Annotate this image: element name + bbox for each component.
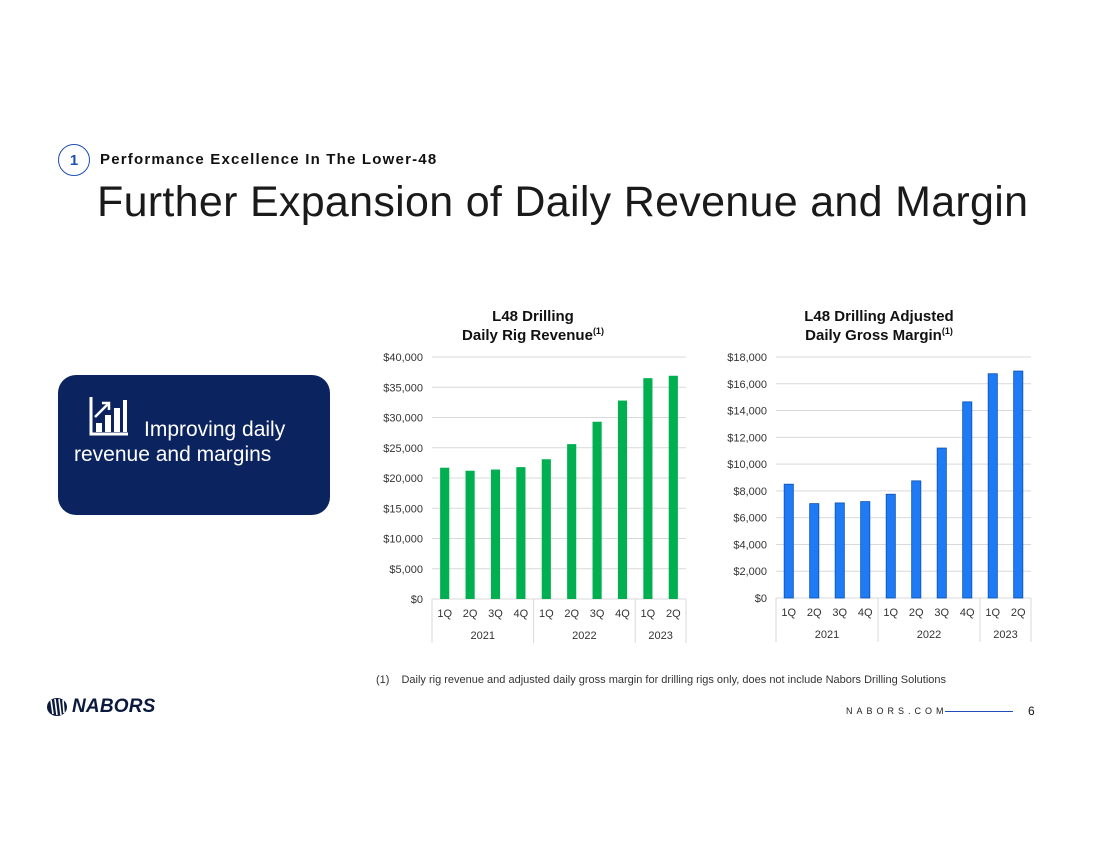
bar-chart-growth-icon bbox=[89, 397, 128, 436]
chart2-ytick-label: $4,000 bbox=[733, 539, 767, 551]
chart2-ytick-label: $14,000 bbox=[727, 406, 767, 418]
chart1-category-label: 2Q bbox=[666, 608, 681, 620]
chart2-title-text: Daily Gross Margin bbox=[805, 327, 942, 344]
chart2-bar bbox=[885, 493, 896, 599]
page-number: 6 bbox=[1028, 704, 1035, 718]
callout-line-2: revenue and margins bbox=[74, 443, 272, 466]
chart2-year-label: 2021 bbox=[815, 629, 839, 641]
chart2-bar bbox=[1013, 370, 1024, 599]
chart1-ytick-label: $20,000 bbox=[383, 473, 423, 485]
chart2-title-superscript: (1) bbox=[942, 326, 953, 336]
site-url[interactable]: NABORS.COM bbox=[846, 706, 948, 716]
chart1-year-label: 2021 bbox=[471, 630, 495, 642]
chart1-bar bbox=[516, 467, 526, 599]
section-number-badge: 1 bbox=[58, 144, 90, 176]
nabors-logo: NABORS bbox=[46, 696, 156, 718]
chart2-year-label: 2023 bbox=[993, 629, 1017, 641]
chart1-ytick-label: $35,000 bbox=[383, 382, 423, 394]
callout-box: Improving daily revenue and margins bbox=[58, 375, 330, 515]
page-title: Further Expansion of Daily Revenue and M… bbox=[97, 178, 1029, 226]
chart2-category-label: 3Q bbox=[934, 607, 949, 619]
chart1-category-label: 1Q bbox=[641, 608, 656, 620]
chart2-ytick-label: $0 bbox=[755, 593, 767, 605]
chart2-category-label: 4Q bbox=[960, 607, 975, 619]
chart1-category-label: 4Q bbox=[615, 608, 630, 620]
chart2-category-label: 4Q bbox=[858, 607, 873, 619]
chart2-ytick-label: $6,000 bbox=[733, 513, 767, 525]
chart1-ytick-label: $25,000 bbox=[383, 443, 423, 455]
footnote-number: (1) bbox=[376, 674, 390, 686]
chart2-bar bbox=[962, 401, 973, 599]
chart2-bar bbox=[987, 373, 998, 599]
footnote-text: Daily rig revenue and adjusted daily gro… bbox=[401, 674, 947, 686]
chart1-title-superscript: (1) bbox=[593, 326, 604, 336]
chart2-bar bbox=[936, 447, 947, 599]
chart1-bar bbox=[440, 467, 450, 599]
chart1-category-label: 3Q bbox=[488, 608, 503, 620]
chart2-category-label: 3Q bbox=[832, 607, 847, 619]
chart2-category-label: 1Q bbox=[985, 607, 1000, 619]
chart2-bar bbox=[809, 503, 820, 599]
chart1-bar bbox=[668, 375, 678, 599]
chart2-year-label: 2022 bbox=[917, 629, 941, 641]
chart2-ytick-label: $8,000 bbox=[733, 486, 767, 498]
chart2-bar bbox=[911, 480, 922, 599]
chart2-category-label: 2Q bbox=[807, 607, 822, 619]
chart1-bar bbox=[617, 400, 628, 599]
chart2-category-label: 1Q bbox=[781, 607, 796, 619]
section-title: Performance Excellence In The Lower-48 bbox=[100, 151, 438, 168]
chart2-title-line2: Daily Gross Margin(1) bbox=[805, 326, 953, 344]
chart1-year-label: 2022 bbox=[572, 630, 596, 642]
chart1-ytick-label: $15,000 bbox=[383, 503, 423, 515]
chart1-title-text: Daily Rig Revenue bbox=[462, 327, 593, 344]
chart2-ytick-label: $2,000 bbox=[733, 566, 767, 578]
chart2-ytick-label: $16,000 bbox=[727, 379, 767, 391]
footer-rule bbox=[945, 711, 1013, 712]
chart2-ytick-label: $10,000 bbox=[727, 459, 767, 471]
section-number: 1 bbox=[69, 151, 79, 169]
chart2-category-label: 2Q bbox=[909, 607, 924, 619]
chart1-ytick-label: $40,000 bbox=[383, 352, 423, 364]
chart1-bar bbox=[541, 459, 551, 599]
chart1-bar bbox=[490, 469, 501, 599]
chart2-category-label: 2Q bbox=[1011, 607, 1026, 619]
chart1-year-label: 2023 bbox=[648, 630, 672, 642]
chart1-title-line1: L48 Drilling bbox=[492, 308, 574, 325]
chart1-category-label: 2Q bbox=[564, 608, 579, 620]
chart1-category-label: 2Q bbox=[463, 608, 478, 620]
chart1-category-label: 3Q bbox=[590, 608, 605, 620]
nabors-logo-text: NABORS bbox=[72, 696, 156, 717]
chart1-ytick-label: $0 bbox=[411, 594, 423, 606]
chart1-category-label: 4Q bbox=[514, 608, 529, 620]
chart1-title-line2: Daily Rig Revenue(1) bbox=[462, 326, 604, 344]
chart1-ytick-label: $10,000 bbox=[383, 534, 423, 546]
chart2-bar bbox=[834, 502, 845, 599]
chart2-ytick-label: $18,000 bbox=[727, 352, 767, 364]
nabors-logo-icon bbox=[47, 698, 67, 716]
chart1-category-label: 1Q bbox=[437, 608, 452, 620]
chart1-ytick-label: $30,000 bbox=[383, 413, 423, 425]
chart2-ytick-label: $12,000 bbox=[727, 432, 767, 444]
chart1-bar bbox=[567, 444, 577, 599]
chart1-bar bbox=[465, 470, 475, 599]
chart1-ytick-label: $5,000 bbox=[389, 564, 423, 576]
chart2-bar bbox=[860, 501, 871, 599]
chart1-bar bbox=[643, 378, 653, 599]
chart2-title-line1: L48 Drilling Adjusted bbox=[804, 308, 953, 325]
chart1-bar bbox=[592, 421, 602, 599]
callout-line-1: Improving daily bbox=[144, 418, 286, 441]
chart1-category-label: 1Q bbox=[539, 608, 554, 620]
footnote: (1) Daily rig revenue and adjusted daily … bbox=[376, 674, 946, 686]
chart2-bar bbox=[783, 483, 794, 599]
chart2-category-label: 1Q bbox=[883, 607, 898, 619]
